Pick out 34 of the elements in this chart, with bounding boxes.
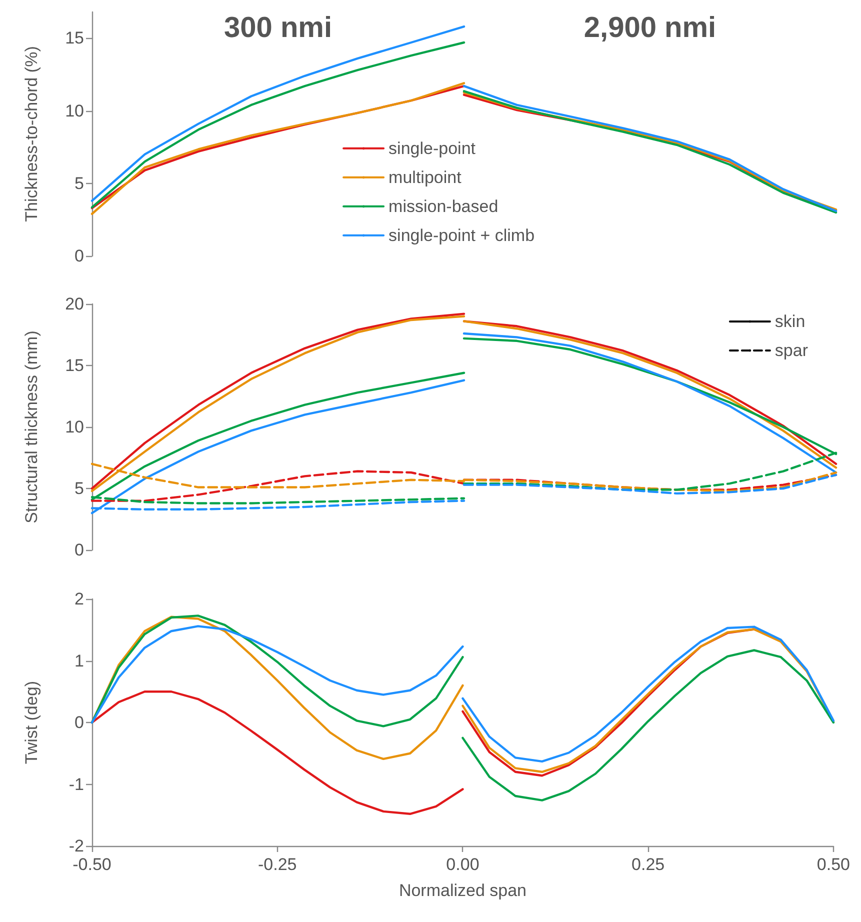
legend-label: single-point + climb xyxy=(388,226,535,245)
legend-label: mission-based xyxy=(388,196,498,216)
y-tick-label: 10 xyxy=(65,101,84,120)
x-tick-label: 0.25 xyxy=(632,855,665,874)
y-axis-title: Structural thickness (mm) xyxy=(22,330,41,524)
x-axis-title: Normalized span xyxy=(398,881,527,900)
x-tick-label: -0.25 xyxy=(258,855,297,874)
y-tick-label: 0 xyxy=(74,713,84,732)
y-tick-label: 5 xyxy=(74,174,84,193)
line-series xyxy=(90,690,464,815)
y-tick-label: 2 xyxy=(74,590,84,608)
annotation: 2,900 nmi xyxy=(584,12,716,44)
y-tick-label: -1 xyxy=(68,774,84,794)
y-tick-label: 0 xyxy=(74,246,84,266)
line-series xyxy=(462,649,835,802)
y-tick-label: 1 xyxy=(74,651,84,670)
y-axis-title: Thickness-to-chord (%) xyxy=(22,46,41,222)
x-tick-label: 0.50 xyxy=(816,855,850,874)
legend-label: spar xyxy=(774,341,808,360)
annotation: 300 nmi xyxy=(224,12,332,44)
y-tick-label: 15 xyxy=(65,356,84,375)
legend-label: multipoint xyxy=(388,168,462,187)
x-tick-label: 0.00 xyxy=(446,855,480,874)
y-axis-title: Twist (deg) xyxy=(22,680,41,764)
y-tick-label: 0 xyxy=(74,540,84,560)
line-series xyxy=(90,616,464,760)
y-tick-label: 20 xyxy=(65,294,84,314)
legend-label: skin xyxy=(774,312,806,331)
y-tick-label: -2 xyxy=(68,836,84,856)
y-tick-label: 10 xyxy=(65,418,84,436)
x-tick-label: -0.50 xyxy=(72,855,112,874)
y-tick-label: 15 xyxy=(65,28,84,48)
legend-label: single-point xyxy=(388,138,476,158)
y-tick-label: 5 xyxy=(74,479,84,498)
